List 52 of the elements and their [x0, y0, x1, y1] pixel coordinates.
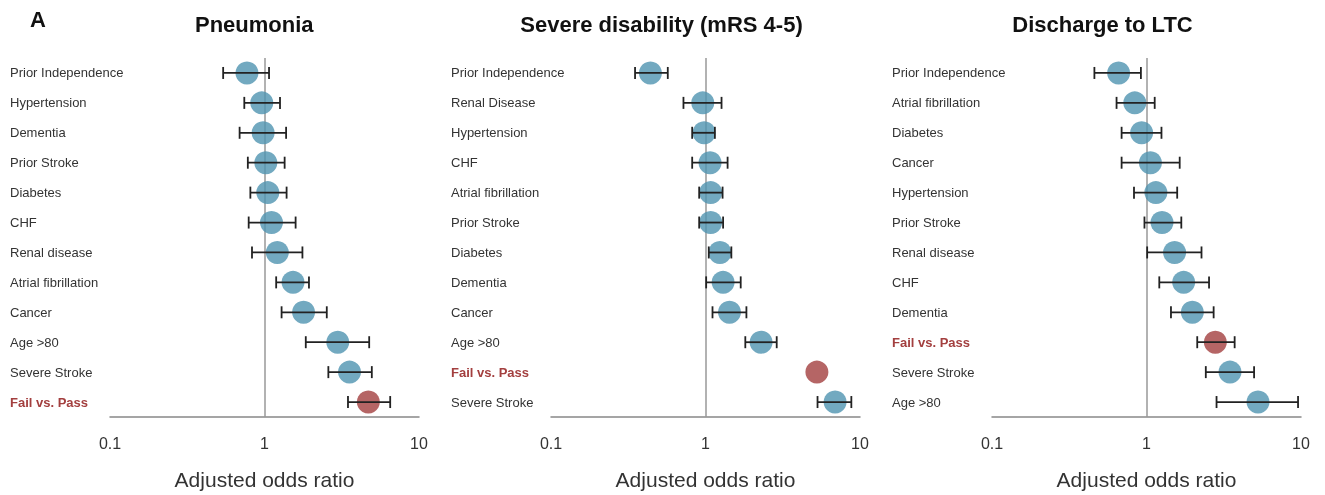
y-tick-label: Atrial fibrillation [892, 95, 981, 111]
x-tick-label: 0.1 [980, 434, 1004, 452]
chart-title: Discharge to LTC [1012, 11, 1193, 37]
y-tick-label: Prior Independence [892, 65, 1006, 81]
y-tick-label: Renal disease [10, 244, 93, 260]
x-tick-label: 10 [410, 434, 428, 452]
y-tick-label: Cancer [451, 304, 494, 320]
y-tick-label: Atrial fibrillation [451, 185, 540, 201]
y-tick-label: Hypertension [10, 95, 87, 111]
y-tick-label: Dementia [10, 125, 67, 141]
x-tick-label: 0.1 [98, 434, 122, 452]
y-tick-label: Prior Stroke [892, 215, 961, 231]
y-tick-label: Prior Independence [451, 65, 565, 81]
y-tick-label: Age >80 [10, 334, 59, 350]
y-tick-label: Severe Stroke [892, 364, 975, 380]
x-tick-label: 10 [1292, 434, 1310, 452]
y-tick-label: Cancer [892, 155, 935, 171]
y-tick-label: Severe Stroke [451, 394, 534, 410]
y-tick-label: CHF [10, 215, 37, 231]
y-tick-label: Diabetes [892, 125, 944, 141]
y-tick-label: Fail vs. Pass [892, 334, 971, 350]
y-tick-label: Prior Stroke [451, 215, 520, 231]
y-tick-label: Hypertension [892, 185, 969, 201]
y-tick-label: Age >80 [892, 394, 941, 410]
y-tick-label: Prior Independence [10, 65, 124, 81]
x-tick-label: 1 [701, 434, 711, 452]
y-tick-label: Diabetes [10, 185, 62, 201]
text: A [30, 6, 46, 32]
y-tick-label: Cancer [10, 304, 53, 320]
x-tick-label: 1 [260, 434, 270, 452]
y-tick-label: Diabetes [451, 244, 503, 260]
x-tick-label: 1 [1142, 434, 1152, 452]
y-tick-label: Fail vs. Pass [10, 394, 89, 410]
x-axis-title: Adjusted odds ratio [1056, 468, 1237, 491]
y-tick-label: Age >80 [451, 334, 500, 350]
x-tick-label: 0.1 [539, 434, 563, 452]
y-tick-label: Atrial fibrillation [10, 274, 99, 290]
chart-title: Severe disability (mRS 4-5) [520, 11, 803, 37]
y-tick-label: Dementia [451, 274, 508, 290]
x-axis-title: Adjusted odds ratio [174, 468, 355, 491]
y-tick-label: Prior Stroke [10, 155, 79, 171]
y-tick-label: CHF [892, 274, 919, 290]
y-tick-label: Severe Stroke [10, 364, 93, 380]
chart-title: Pneumonia [195, 11, 315, 37]
y-tick-label: Fail vs. Pass [451, 364, 530, 380]
y-tick-label: CHF [451, 155, 478, 171]
y-tick-label: Renal disease [892, 244, 975, 260]
y-tick-label: Renal Disease [451, 95, 536, 111]
y-tick-label: Dementia [892, 304, 949, 320]
x-tick-label: 10 [851, 434, 869, 452]
y-tick-label: Hypertension [451, 125, 528, 141]
x-axis-title: Adjusted odds ratio [615, 468, 796, 491]
